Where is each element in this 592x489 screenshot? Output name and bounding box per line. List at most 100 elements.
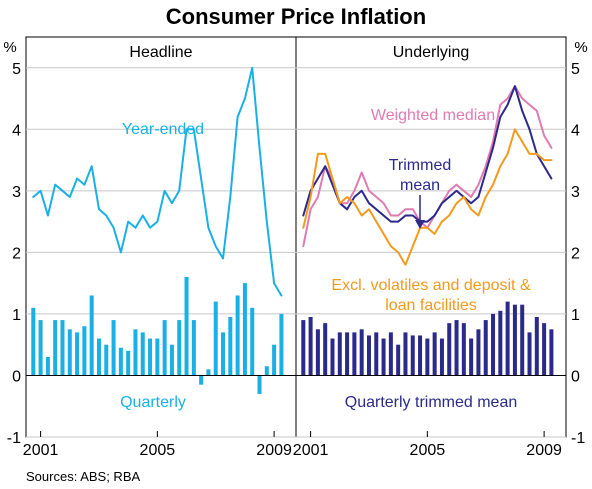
bar-quarterly-trimmed-mean — [454, 320, 459, 376]
bar-quarterly — [191, 320, 196, 376]
bar-quarterly — [67, 329, 72, 376]
bar-quarterly-trimmed-mean — [337, 332, 342, 376]
bar-series — [31, 277, 554, 394]
bar-quarterly — [38, 320, 43, 376]
annotation-excl-volatiles-1: Excl. volatiles and deposit & — [331, 277, 531, 294]
bar-quarterly-trimmed-mean — [352, 332, 357, 376]
annotation-mean: mean — [400, 177, 440, 194]
bar-quarterly — [199, 375, 204, 385]
bar-quarterly-trimmed-mean — [483, 320, 488, 376]
panel-title-underlying: Underlying — [393, 44, 469, 61]
bar-quarterly — [272, 344, 277, 376]
bar-quarterly — [213, 301, 218, 376]
bar-quarterly-trimmed-mean — [469, 338, 474, 376]
bar-quarterly-trimmed-mean — [447, 323, 452, 376]
bar-quarterly — [75, 332, 80, 376]
y-tick-label-left: 5 — [12, 61, 21, 78]
bar-quarterly-trimmed-mean — [425, 338, 430, 376]
bar-quarterly — [264, 366, 269, 376]
bar-quarterly-trimmed-mean — [403, 332, 408, 376]
bar-quarterly — [235, 295, 240, 376]
bar-quarterly — [89, 295, 94, 376]
line-excl-volatiles-and-deposit-loan-facilities — [302, 128, 553, 266]
bar-quarterly — [31, 307, 36, 376]
bar-quarterly — [111, 320, 116, 376]
bar-quarterly — [53, 320, 58, 376]
bar-quarterly — [155, 338, 160, 376]
x-tick-label: 2001 — [293, 442, 329, 459]
line-trimmed-mean — [302, 85, 553, 223]
gridlines — [26, 67, 566, 438]
bar-quarterly-trimmed-mean — [374, 332, 379, 376]
annotation-weighted-median: Weighted median — [371, 107, 495, 124]
bar-quarterly — [169, 344, 174, 376]
bar-quarterly — [162, 320, 167, 376]
bar-quarterly-trimmed-mean — [301, 320, 306, 376]
bar-quarterly — [206, 369, 211, 376]
bar-quarterly-trimmed-mean — [396, 344, 401, 376]
bar-quarterly-trimmed-mean — [388, 332, 393, 376]
bar-quarterly-trimmed-mean — [381, 338, 386, 376]
y-tick-label-left: 4 — [12, 122, 21, 139]
y-tick-label-left: -1 — [7, 430, 21, 447]
bar-quarterly — [60, 320, 65, 376]
bar-quarterly-trimmed-mean — [323, 323, 328, 376]
trimmed-mean-arrow-head — [415, 220, 425, 229]
bar-quarterly — [257, 375, 262, 394]
y-tick-label-right: 1 — [571, 307, 580, 324]
bar-quarterly — [96, 338, 101, 376]
y-tick-label-right: 4 — [571, 122, 580, 139]
bar-quarterly-trimmed-mean — [439, 338, 444, 376]
y-unit-right: % — [574, 39, 587, 56]
bar-quarterly — [177, 320, 182, 376]
line-series — [32, 66, 553, 297]
bar-quarterly — [184, 277, 189, 376]
x-tick-label: 2005 — [410, 442, 446, 459]
bar-quarterly-trimmed-mean — [315, 329, 320, 376]
bar-quarterly-trimmed-mean — [542, 323, 547, 376]
bar-quarterly-trimmed-mean — [498, 310, 503, 376]
bar-quarterly — [228, 317, 233, 376]
bar-quarterly — [133, 329, 138, 376]
bar-quarterly — [279, 313, 284, 376]
axis-labels: -1 -1 0 0 1 1 2 2 3 3 4 4 5 5 2001 2001 2005 2005 2009 2009 — [7, 61, 586, 459]
bar-quarterly-trimmed-mean — [359, 329, 364, 376]
bar-quarterly-trimmed-mean — [534, 317, 539, 376]
bar-quarterly-trimmed-mean — [345, 332, 350, 376]
y-tick-label-left: 1 — [12, 307, 21, 324]
source-note: Sources: ABS; RBA — [26, 469, 140, 484]
x-tick-label: 2009 — [256, 442, 292, 459]
annotation-trimmed: Trimmed — [389, 157, 452, 174]
bar-quarterly-trimmed-mean — [520, 304, 525, 376]
bar-quarterly — [82, 326, 87, 376]
bar-quarterly — [104, 344, 109, 376]
x-tick-label: 2009 — [526, 442, 562, 459]
bar-quarterly-trimmed-mean — [366, 335, 371, 376]
bar-quarterly — [126, 350, 131, 376]
bar-quarterly-trimmed-mean — [527, 332, 532, 376]
annotation-quarterly: Quarterly — [120, 394, 186, 411]
y-tick-label-right: 2 — [571, 245, 580, 262]
bar-quarterly — [118, 347, 123, 376]
bar-quarterly-trimmed-mean — [491, 313, 496, 376]
y-tick-label-left: 2 — [12, 245, 21, 262]
bar-quarterly — [242, 283, 247, 376]
bar-quarterly-trimmed-mean — [512, 304, 517, 376]
annotation-excl-volatiles-2: loan facilities — [385, 297, 477, 314]
bar-quarterly-trimmed-mean — [476, 329, 481, 376]
bar-quarterly-trimmed-mean — [461, 323, 466, 376]
bar-quarterly-trimmed-mean — [549, 329, 554, 376]
chart-title: Consumer Price Inflation — [166, 4, 426, 29]
bar-quarterly-trimmed-mean — [330, 338, 335, 376]
y-unit-left: % — [3, 39, 16, 56]
bar-quarterly-trimmed-mean — [418, 335, 423, 376]
bar-quarterly-trimmed-mean — [410, 335, 415, 376]
y-tick-label-left: 0 — [12, 368, 21, 385]
x-tick-label: 2001 — [23, 442, 59, 459]
y-tick-label-right: 0 — [571, 368, 580, 385]
bar-quarterly — [45, 357, 50, 376]
bar-quarterly-trimmed-mean — [505, 301, 510, 376]
annotation-quarterly-trimmed-mean: Quarterly trimmed mean — [345, 394, 518, 411]
bar-quarterly — [148, 338, 153, 376]
